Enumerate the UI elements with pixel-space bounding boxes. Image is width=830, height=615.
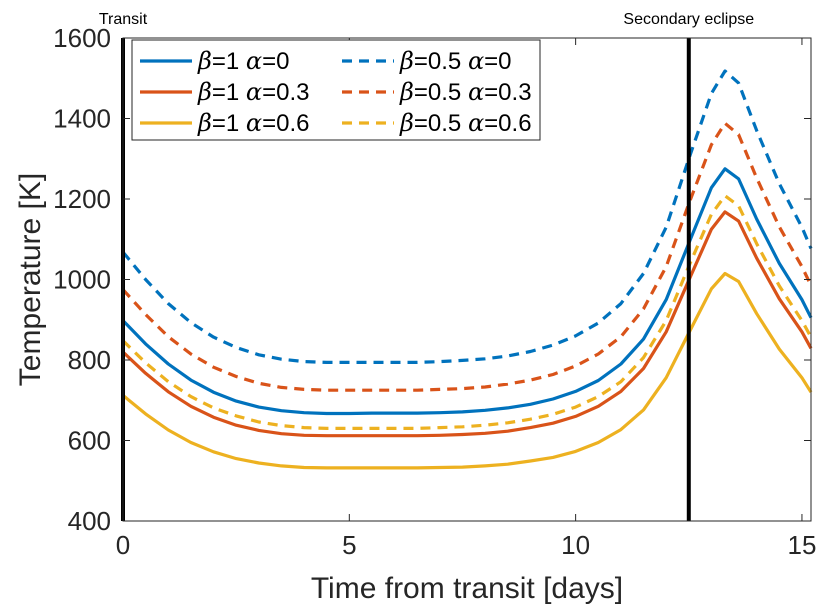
legend-label-1: β=1 α=0 [197,47,290,75]
legend-label-2: β=1 α=0.3 [197,78,310,106]
x-tick-label: 5 [342,530,356,560]
y-tick-label: 400 [68,506,111,536]
series-line-3 [121,271,813,470]
legend-box [131,39,541,141]
x-axis-label: Time from transit [days] [311,572,623,605]
series-line-4 [121,69,813,364]
legend: β=1 α=0 β=1 α=0.3 β=1 α=0.6 β=0.5 α=0 β=0.5 … [131,39,541,141]
y-tick-label: 1000 [53,265,111,295]
y-tick-label: 1600 [53,23,111,53]
y-tick-label: 1200 [53,184,111,214]
y-tick-label: 1400 [53,104,111,134]
series-line-1 [121,167,813,416]
axis-labels: Time from transit [days] Temperature [K] [14,173,623,605]
legend-label-5: β=0.5 α=0.3 [399,78,532,106]
axis-ticks: 0 5 10 15 400 600 800 1000 1200 1400 1600 [53,23,816,560]
y-tick-label: 800 [68,345,111,375]
annotation-transit: Transit [99,11,148,28]
x-tick-label: 0 [116,530,130,560]
series-line-5 [121,121,813,392]
y-axis-label: Temperature [K] [14,173,47,386]
series-line-6 [121,194,813,430]
plot-area [121,69,813,470]
legend-label-6: β=0.5 α=0.6 [399,109,532,137]
series-line-2 [121,210,813,438]
legend-label-3: β=1 α=0.6 [197,109,310,137]
x-tick-label: 10 [561,530,590,560]
x-tick-label: 15 [787,530,816,560]
annotation-secondary-eclipse: Secondary eclipse [623,11,754,28]
annotations: Transit Secondary eclipse [99,11,754,28]
legend-label-4: β=0.5 α=0 [399,47,512,75]
y-tick-label: 600 [68,426,111,456]
